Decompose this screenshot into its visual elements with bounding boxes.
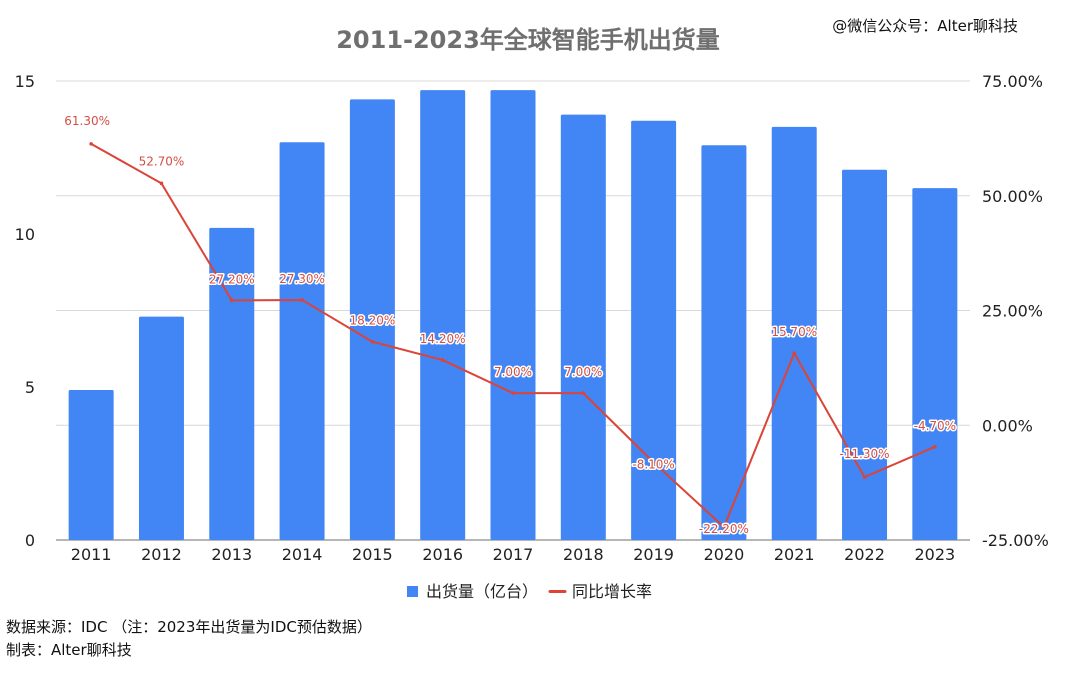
x-axis-year-label: 2015 — [352, 545, 393, 564]
growth-rate-data-label: -22.20% — [699, 522, 749, 536]
shipment-bar — [490, 90, 536, 541]
growth-rate-data-label: 61.30% — [64, 114, 110, 128]
shipment-bar — [138, 316, 184, 540]
right-axis-tick-label: 50.00% — [982, 187, 1043, 206]
left-axis-tick-label: 5 — [25, 378, 35, 397]
shipment-bar — [68, 390, 114, 540]
growth-legend-label: 同比增长率 — [572, 582, 652, 601]
growth-rate-point — [651, 460, 656, 465]
growth-rate-data-label: -8.10% — [632, 457, 674, 471]
x-axis: 2011 2012 2013 2014 2015 2016 2017 2018 2019 2020… — [71, 545, 955, 564]
left-axis-tick-label: 10 — [15, 225, 35, 244]
x-axis-year-label: 2019 — [633, 545, 674, 564]
growth-rate-point — [933, 445, 937, 449]
growth-rate-data-label: 7.00% — [564, 365, 602, 379]
right-axis-tick-label: 0.00% — [982, 416, 1033, 435]
growth-rate-point — [792, 351, 797, 355]
growth-rate-data-label: 27.20% — [209, 272, 255, 286]
growth-rate-data-label: 15.70% — [771, 325, 817, 339]
growth-rate-point — [89, 142, 93, 146]
shipment-bar — [279, 142, 325, 540]
shipment-bar — [209, 227, 255, 540]
shipment-bars — [68, 90, 958, 541]
x-axis-year-label: 2023 — [914, 545, 955, 564]
growth-rate-point — [511, 391, 515, 395]
growth-rate-data-label: 18.20% — [350, 314, 396, 328]
shipment-bar — [631, 120, 677, 540]
shipment-bar — [349, 99, 395, 541]
right-axis-tick-label: -25.00% — [982, 531, 1049, 550]
growth-rate-point — [300, 298, 304, 302]
left-axis: 0 5 10 15 — [15, 72, 35, 550]
x-axis-year-label: 2011 — [71, 545, 112, 564]
growth-rate-data-label: -4.70% — [914, 419, 956, 433]
right-axis: -25.00% 0.00% 25.00% 50.00% 75.00% — [982, 72, 1049, 550]
shipment-bar — [912, 188, 958, 540]
chart-credit: 制表：Alter聊科技 — [6, 641, 132, 659]
growth-rate-data-label: 7.00% — [494, 365, 532, 379]
chart-title: 2011-2023年全球智能手机出货量 — [336, 26, 720, 54]
growth-rate-point — [370, 339, 375, 344]
x-axis-year-label: 2013 — [211, 545, 252, 564]
x-axis-year-label: 2017 — [493, 545, 534, 564]
chart-legend: 出货量（亿台） 同比增长率 — [407, 582, 652, 601]
x-axis-year-label: 2012 — [141, 545, 182, 564]
left-axis-tick-label: 15 — [15, 72, 35, 91]
growth-rate-point — [581, 391, 586, 395]
growth-rate-data-label: -11.30% — [839, 447, 889, 461]
shipment-legend-label: 出货量（亿台） — [426, 582, 538, 601]
growth-rate-point — [862, 475, 867, 479]
right-axis-tick-label: 25.00% — [982, 302, 1043, 321]
shipment-legend-swatch — [407, 586, 418, 597]
shipment-bar — [771, 126, 817, 541]
shipment-bar — [842, 169, 888, 541]
x-axis-year-label: 2020 — [704, 545, 745, 564]
growth-rate-point — [440, 358, 445, 362]
x-axis-year-label: 2021 — [774, 545, 815, 564]
shipment-bar — [560, 114, 606, 540]
x-axis-year-label: 2022 — [844, 545, 885, 564]
growth-rate-data-label: 14.20% — [420, 332, 466, 346]
growth-rate-data-label: 27.30% — [279, 272, 325, 286]
left-axis-tick-label: 0 — [25, 531, 35, 550]
x-axis-year-label: 2016 — [422, 545, 463, 564]
shipment-bar — [701, 145, 747, 540]
growth-rate-data-label: 52.70% — [139, 154, 185, 168]
growth-rate-point — [159, 181, 164, 186]
watermark: @微信公众号：Alter聊科技 — [832, 17, 1018, 35]
growth-points — [89, 142, 937, 529]
growth-data-labels: 61.30% 52.70% 27.20% 27.30% 18.20% 14.20% 7.00… — [63, 112, 958, 537]
chart-footer: 数据来源：IDC （注：2023年出货量为IDC预估数据） 制表：Alter聊科… — [6, 616, 372, 662]
x-axis-year-label: 2018 — [563, 545, 604, 564]
x-axis-year-label: 2014 — [282, 545, 323, 564]
growth-rate-point — [229, 298, 234, 303]
right-axis-tick-label: 75.00% — [982, 72, 1043, 91]
data-source-note: 数据来源：IDC （注：2023年出货量为IDC预估数据） — [6, 618, 372, 636]
growth-rate-point — [722, 525, 726, 529]
shipment-bar — [420, 90, 466, 541]
